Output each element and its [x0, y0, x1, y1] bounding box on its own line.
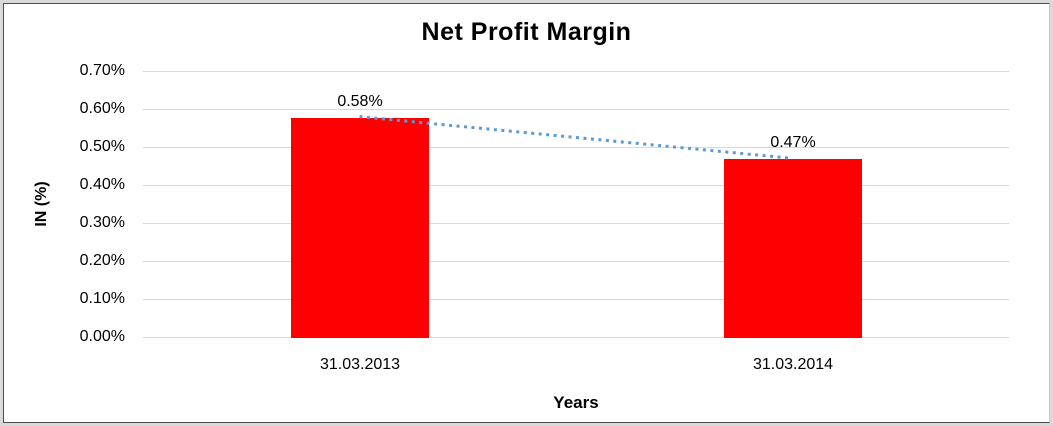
gridline — [143, 337, 1009, 338]
bar-data-label: 0.58% — [337, 93, 383, 110]
chart-title: Net Profit Margin — [421, 18, 632, 46]
gridline — [143, 147, 1009, 148]
gridline — [143, 261, 1009, 262]
plot-area: 0.58% 31.03.2013 0.47% 31.03.2014 — [143, 71, 1009, 373]
y-tick-label: 0.60% — [79, 100, 125, 117]
chart-canvas: Net Profit Margin IN (%) 0.70% 0.60% 0.50%… — [3, 3, 1050, 423]
y-tick-label: 0.50% — [79, 138, 125, 155]
y-tick-label: 0.20% — [79, 252, 125, 269]
x-axis-title: Years — [553, 393, 599, 412]
trendline — [359, 115, 793, 160]
bar — [724, 159, 862, 338]
y-tick-label: 0.00% — [79, 328, 125, 345]
bar-data-label: 0.47% — [770, 134, 816, 151]
x-category-label: 31.03.2013 — [319, 356, 401, 373]
gridline — [143, 299, 1009, 300]
gridline — [143, 71, 1009, 72]
x-category-label: 31.03.2014 — [752, 356, 834, 373]
gridline — [143, 223, 1009, 224]
y-tick-label: 0.40% — [79, 176, 125, 193]
y-tick-label: 0.70% — [79, 62, 125, 79]
bar — [291, 118, 429, 338]
gridline — [143, 185, 1009, 186]
y-tick-label: 0.10% — [79, 290, 125, 307]
y-axis-ticks: 0.70% 0.60% 0.50% 0.40% 0.30% 0.20% 0.10% 0.00% — [4, 62, 125, 345]
gridline — [143, 109, 1009, 110]
y-tick-label: 0.30% — [79, 214, 125, 231]
